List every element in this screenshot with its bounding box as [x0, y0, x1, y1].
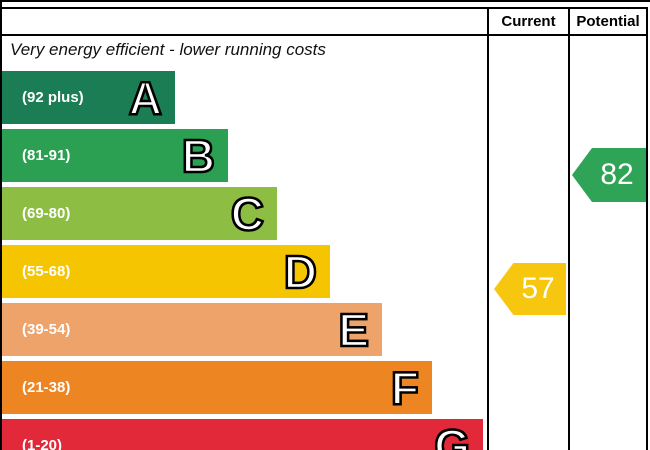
- band-range-label: (21-38): [22, 379, 71, 396]
- band-letter: C: [230, 187, 266, 240]
- band-range-label: (55-68): [22, 263, 71, 280]
- top-edge-line: [0, 0, 650, 2]
- potential-column-divider: [568, 7, 570, 450]
- band-row-e: (39-54) E: [2, 303, 382, 356]
- table-top-border: [0, 7, 648, 9]
- band-range-label: (1-20): [22, 437, 63, 450]
- current-score-pointer: 57: [494, 263, 566, 315]
- efficiency-caption: Very energy efficient - lower running co…: [10, 40, 326, 59]
- left-border: [0, 0, 2, 450]
- potential-score-value: 82: [600, 158, 634, 191]
- potential-score-pointer: 82: [572, 148, 646, 202]
- band-letter: G: [433, 419, 471, 450]
- current-column-header: Current: [501, 13, 556, 30]
- band-range-label: (92 plus): [22, 89, 84, 106]
- band-letter: F: [390, 361, 421, 414]
- current-score-value: 57: [521, 272, 555, 305]
- current-column-divider: [487, 7, 489, 450]
- right-border: [646, 7, 648, 450]
- band-row-b: (81-91) B: [2, 129, 228, 182]
- band-range-label: (81-91): [22, 147, 71, 164]
- band-letter: D: [283, 245, 319, 298]
- band-range-label: (39-54): [22, 321, 71, 338]
- band-row-f: (21-38) F: [2, 361, 432, 414]
- band-row-a: (92 plus) A: [2, 71, 175, 124]
- band-range-label: (69-80): [22, 205, 71, 222]
- band-row-d: (55-68) D: [2, 245, 330, 298]
- band-letter: A: [128, 71, 164, 124]
- band-letter: B: [181, 129, 217, 182]
- band-row-c: (69-80) C: [2, 187, 277, 240]
- header-bottom-border: [0, 34, 648, 36]
- band-letter: E: [337, 303, 370, 356]
- band-row-g: (1-20) G: [2, 419, 483, 450]
- potential-column-header: Potential: [576, 13, 640, 30]
